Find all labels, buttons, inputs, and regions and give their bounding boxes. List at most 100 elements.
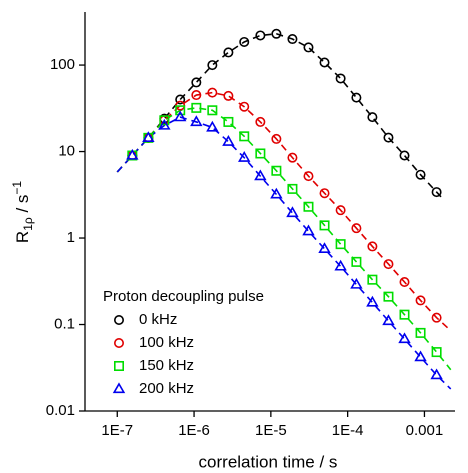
marker xyxy=(431,312,442,323)
fit-line xyxy=(116,91,452,332)
marker xyxy=(126,148,139,160)
marker xyxy=(367,241,378,252)
marker xyxy=(399,150,410,161)
x-tick-label: 1E-7 xyxy=(101,422,133,439)
marker xyxy=(190,115,203,127)
marker xyxy=(142,131,155,143)
legend-label: 200 kHz xyxy=(139,380,194,397)
marker xyxy=(415,169,426,180)
marker xyxy=(319,57,330,68)
marker xyxy=(207,105,218,116)
marker xyxy=(239,101,250,112)
legend-marker xyxy=(114,314,125,325)
marker xyxy=(335,205,346,216)
y-tick-label: 1 xyxy=(67,229,75,246)
fit-line xyxy=(116,116,452,390)
marker xyxy=(383,291,394,302)
x-tick-label: 0.001 xyxy=(406,422,444,439)
marker xyxy=(207,60,218,71)
legend-marker xyxy=(114,337,125,348)
marker xyxy=(319,188,330,199)
marker xyxy=(351,223,362,234)
y-tick-label: 0.1 xyxy=(54,315,75,332)
marker xyxy=(303,171,314,182)
marker xyxy=(223,47,234,58)
legend-marker xyxy=(112,382,126,394)
marker xyxy=(335,73,346,84)
marker xyxy=(270,187,283,199)
marker xyxy=(350,277,363,289)
marker xyxy=(271,165,282,176)
marker xyxy=(319,220,330,231)
legend-title: Proton decoupling pulse xyxy=(103,288,264,305)
legend-label: 0 kHz xyxy=(139,311,177,328)
marker xyxy=(415,327,426,338)
marker xyxy=(399,309,410,320)
marker xyxy=(207,87,218,98)
marker xyxy=(367,112,378,123)
legend-label: 150 kHz xyxy=(139,357,194,374)
marker xyxy=(254,169,267,181)
x-tick-label: 1E-5 xyxy=(255,422,287,439)
marker xyxy=(223,90,234,101)
y-title-mid: / s xyxy=(13,195,32,218)
marker xyxy=(191,90,202,101)
marker xyxy=(415,295,426,306)
marker xyxy=(351,92,362,103)
y-tick-label: 10 xyxy=(58,143,75,160)
marker xyxy=(222,135,235,146)
marker xyxy=(175,94,186,105)
marker xyxy=(255,148,266,159)
marker xyxy=(366,295,379,307)
y-axis-title: R1ρ / s−1 xyxy=(10,181,35,243)
marker xyxy=(430,368,443,380)
marker xyxy=(367,274,378,285)
marker xyxy=(383,259,394,270)
marker xyxy=(191,102,202,113)
marker xyxy=(191,77,202,88)
marker xyxy=(239,131,250,142)
marker xyxy=(431,187,442,198)
marker xyxy=(223,116,234,127)
marker xyxy=(206,120,219,132)
x-tick-label: 1E-4 xyxy=(332,422,364,439)
marker xyxy=(271,28,282,39)
marker xyxy=(255,30,266,41)
marker xyxy=(159,115,170,126)
fit-line xyxy=(116,107,452,371)
marker xyxy=(287,152,298,163)
marker xyxy=(287,34,298,45)
y-title-sup: −1 xyxy=(10,181,24,195)
marker xyxy=(318,242,331,253)
marker xyxy=(303,42,314,53)
marker xyxy=(239,36,250,47)
marker xyxy=(303,201,314,212)
marker xyxy=(255,116,266,127)
marker xyxy=(175,105,186,116)
marker xyxy=(287,183,298,194)
marker xyxy=(414,350,427,362)
marker xyxy=(238,151,251,162)
marker xyxy=(158,118,171,130)
marker xyxy=(399,277,410,288)
marker xyxy=(334,259,347,271)
marker xyxy=(271,133,282,144)
legend-label: 100 kHz xyxy=(139,334,194,351)
marker xyxy=(431,347,442,358)
marker xyxy=(351,256,362,267)
y-title-sub: 1ρ xyxy=(21,217,35,231)
marker xyxy=(335,239,346,250)
x-tick-label: 1E-6 xyxy=(178,422,210,439)
y-tick-label: 0.01 xyxy=(46,402,75,419)
marker xyxy=(398,332,411,344)
y-title-main: R xyxy=(13,231,32,243)
marker xyxy=(173,110,187,122)
marker xyxy=(383,132,394,143)
marker xyxy=(286,206,299,218)
x-axis-title: correlation time / s xyxy=(199,452,338,471)
legend-marker xyxy=(114,360,125,371)
marker xyxy=(382,314,395,326)
marker xyxy=(302,224,315,236)
y-tick-label: 100 xyxy=(50,56,75,73)
